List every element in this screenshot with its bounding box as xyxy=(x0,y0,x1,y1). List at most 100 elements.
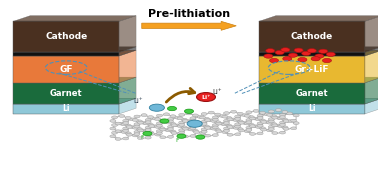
Circle shape xyxy=(291,127,297,130)
Circle shape xyxy=(212,126,218,129)
Circle shape xyxy=(278,117,284,120)
Circle shape xyxy=(155,133,161,136)
Circle shape xyxy=(237,128,243,130)
Circle shape xyxy=(170,115,176,118)
Text: Cathode: Cathode xyxy=(291,32,333,41)
Circle shape xyxy=(155,118,161,121)
Circle shape xyxy=(246,121,252,124)
Circle shape xyxy=(293,122,299,125)
Circle shape xyxy=(147,131,153,134)
Circle shape xyxy=(134,125,140,128)
Circle shape xyxy=(242,121,248,124)
Circle shape xyxy=(227,133,233,136)
Circle shape xyxy=(287,112,293,115)
Circle shape xyxy=(126,125,132,128)
Circle shape xyxy=(138,121,144,124)
Circle shape xyxy=(171,132,177,134)
Polygon shape xyxy=(259,77,378,83)
Circle shape xyxy=(115,138,121,140)
Circle shape xyxy=(182,127,188,130)
Circle shape xyxy=(226,124,232,127)
Polygon shape xyxy=(119,77,136,104)
Circle shape xyxy=(279,116,285,119)
Text: Li⁺: Li⁺ xyxy=(212,89,222,95)
Circle shape xyxy=(212,116,218,119)
Circle shape xyxy=(187,120,202,127)
Circle shape xyxy=(110,135,116,138)
Circle shape xyxy=(264,113,270,116)
Circle shape xyxy=(212,124,218,127)
Circle shape xyxy=(136,128,143,130)
Circle shape xyxy=(244,130,250,133)
Circle shape xyxy=(266,49,275,53)
Circle shape xyxy=(208,119,214,122)
Circle shape xyxy=(156,124,163,127)
Circle shape xyxy=(233,119,239,122)
Circle shape xyxy=(276,124,282,127)
Circle shape xyxy=(126,133,132,136)
Circle shape xyxy=(179,129,185,132)
Circle shape xyxy=(167,125,174,128)
Circle shape xyxy=(201,128,207,131)
Circle shape xyxy=(235,117,241,120)
Circle shape xyxy=(152,125,158,128)
Circle shape xyxy=(238,121,244,124)
Polygon shape xyxy=(13,50,136,56)
Circle shape xyxy=(215,113,221,116)
Circle shape xyxy=(253,109,259,112)
Circle shape xyxy=(143,131,152,136)
Polygon shape xyxy=(119,47,136,56)
Circle shape xyxy=(223,119,229,122)
Circle shape xyxy=(235,125,241,128)
Circle shape xyxy=(190,127,196,130)
Circle shape xyxy=(175,124,181,127)
Circle shape xyxy=(201,130,207,133)
Circle shape xyxy=(147,116,153,119)
Circle shape xyxy=(279,131,285,134)
Circle shape xyxy=(181,118,187,121)
Circle shape xyxy=(291,119,297,122)
Circle shape xyxy=(219,122,225,125)
Circle shape xyxy=(249,117,256,120)
Circle shape xyxy=(182,135,188,138)
Circle shape xyxy=(253,117,259,120)
Circle shape xyxy=(159,127,165,130)
Circle shape xyxy=(242,114,248,117)
Circle shape xyxy=(112,116,118,119)
Circle shape xyxy=(319,49,328,53)
Circle shape xyxy=(130,126,136,129)
Polygon shape xyxy=(13,56,119,83)
Circle shape xyxy=(246,129,252,131)
Circle shape xyxy=(177,132,183,135)
Circle shape xyxy=(201,120,207,123)
Circle shape xyxy=(215,129,221,131)
Circle shape xyxy=(268,125,274,128)
Circle shape xyxy=(141,121,147,124)
Circle shape xyxy=(160,119,169,123)
Circle shape xyxy=(132,126,138,129)
Circle shape xyxy=(112,131,118,134)
Circle shape xyxy=(326,52,335,56)
Circle shape xyxy=(179,121,185,124)
Circle shape xyxy=(182,120,188,122)
Circle shape xyxy=(237,120,243,123)
Circle shape xyxy=(302,51,311,56)
Text: Li⁺: Li⁺ xyxy=(133,98,143,104)
Circle shape xyxy=(264,121,270,124)
Circle shape xyxy=(159,119,165,122)
Circle shape xyxy=(226,117,232,119)
Circle shape xyxy=(272,116,278,119)
Circle shape xyxy=(134,133,140,136)
Circle shape xyxy=(160,128,166,131)
Circle shape xyxy=(123,127,129,130)
Circle shape xyxy=(190,119,196,122)
Circle shape xyxy=(112,124,118,126)
Circle shape xyxy=(194,131,200,134)
Polygon shape xyxy=(259,21,365,53)
Circle shape xyxy=(141,114,147,117)
Circle shape xyxy=(115,130,121,133)
Text: Li⁺: Li⁺ xyxy=(201,95,211,100)
Circle shape xyxy=(123,129,129,132)
Circle shape xyxy=(196,135,205,139)
Circle shape xyxy=(231,118,237,121)
